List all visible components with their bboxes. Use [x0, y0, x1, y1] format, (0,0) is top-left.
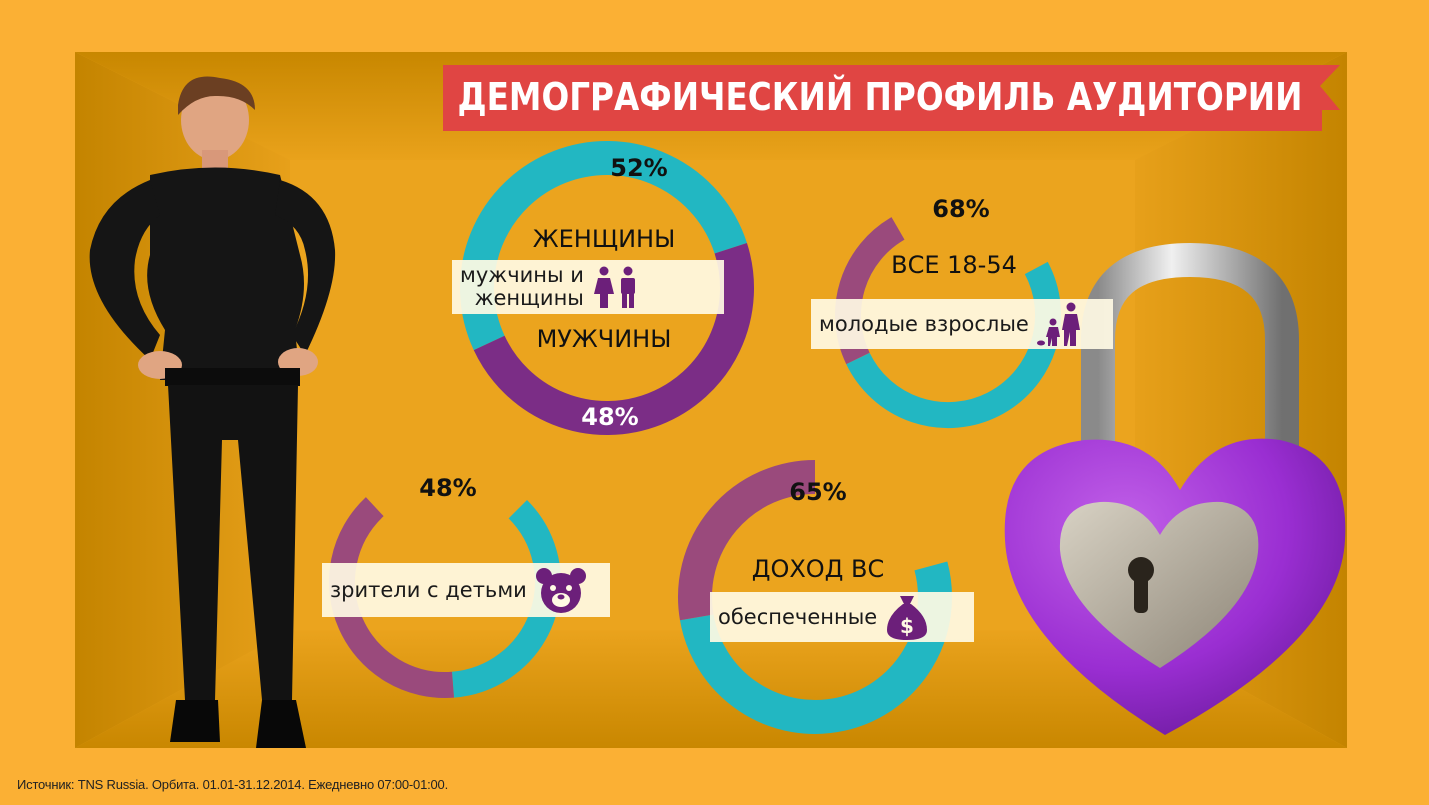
money-bag-icon: $ — [887, 596, 928, 640]
tag-viewers-with-children: зрители с детьми — [322, 563, 610, 617]
man-figure-illustration — [89, 76, 336, 748]
with-children-arc — [451, 499, 561, 698]
women-share-label: 52% — [610, 154, 667, 182]
source-footnote: Источник: TNS Russia. Орбита. 01.01-31.1… — [17, 777, 448, 792]
age-caption: ВСЕ 18-54 — [891, 251, 1017, 279]
income-share-label: 65% — [789, 478, 846, 506]
tag-men-and-women-line1: мужчины и — [460, 263, 584, 287]
income-remainder-arc — [678, 460, 816, 621]
income-caption: ДОХОД ВС — [752, 555, 885, 583]
tag-young-adults: молодые взрослые — [811, 299, 1113, 349]
men-share-label: 48% — [581, 403, 638, 431]
title-banner: ДЕМОГРАФИЧЕСКИЙ ПРОФИЛЬ АУДИТОРИИ — [443, 65, 1340, 131]
tag-wealthy-text: обеспеченные — [718, 605, 878, 629]
kids-remainder-arc — [329, 497, 454, 698]
tag-men-and-women: мужчины и женщины — [452, 260, 724, 314]
couple-icon — [593, 266, 635, 308]
men-arc — [473, 243, 754, 436]
heart-padlock-illustration — [1004, 242, 1346, 735]
kids-share-label: 48% — [419, 474, 476, 502]
age-share-label: 68% — [932, 195, 989, 223]
kids-ring-chart — [329, 497, 561, 698]
tag-viewers-with-children-text: зрители с детьми — [330, 578, 527, 602]
teddy-bear-icon — [535, 568, 586, 613]
tag-young-adults-text: молодые взрослые — [819, 312, 1029, 336]
page-title: ДЕМОГРАФИЧЕСКИЙ ПРОФИЛЬ АУДИТОРИИ — [458, 75, 1303, 119]
tag-men-and-women-line2: женщины — [474, 286, 584, 310]
svg-text:$: $ — [900, 614, 914, 638]
tag-wealthy: обеспеченные $ — [710, 592, 974, 642]
family-icon — [1036, 302, 1080, 346]
women-caption: ЖЕНЩИНЫ — [533, 225, 676, 253]
men-caption: МУЖЧИНЫ — [537, 325, 672, 353]
